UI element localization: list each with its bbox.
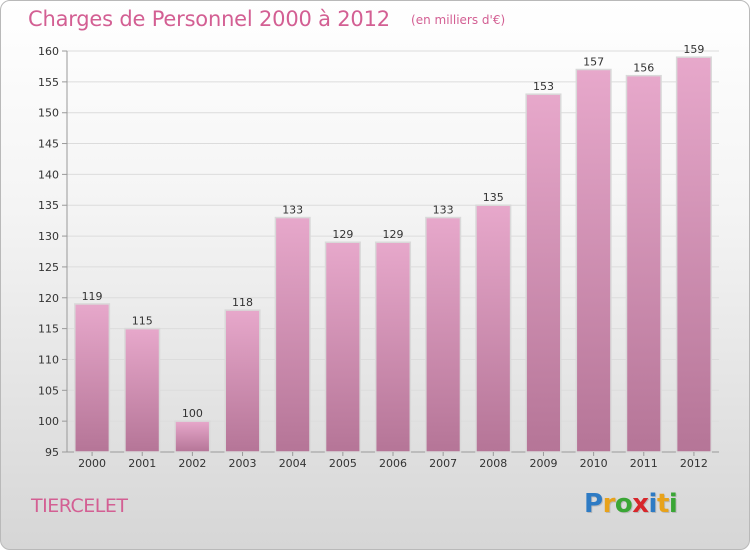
- bar-value-label-2000: 119: [82, 290, 103, 303]
- x-tick-label-2011: 2011: [630, 457, 658, 470]
- x-tick-label-2012: 2012: [680, 457, 708, 470]
- x-tick-label-2003: 2003: [229, 457, 257, 470]
- y-tick-label: 95: [45, 446, 59, 459]
- chart-subtitle: (en milliers d'€): [411, 13, 506, 27]
- bar-value-label-2005: 129: [332, 228, 353, 241]
- chart-title: Charges de Personnel 2000 à 2012: [28, 7, 390, 31]
- bar-value-label-2010: 157: [583, 56, 604, 69]
- bar-value-label-2004: 133: [282, 204, 303, 217]
- y-tick-label: 125: [38, 261, 59, 274]
- y-tick-label: 105: [38, 384, 59, 397]
- x-tick-label-2009: 2009: [529, 457, 557, 470]
- y-tick-label: 140: [38, 168, 59, 181]
- bar-value-label-2007: 133: [433, 204, 454, 217]
- bar-value-label-2008: 135: [483, 191, 504, 204]
- commune-name: TIERCELET: [31, 495, 128, 517]
- logo-letter: P: [584, 489, 603, 519]
- bar-2006: [374, 241, 412, 453]
- x-tick-label-2002: 2002: [178, 457, 206, 470]
- y-tick-label: 120: [38, 292, 59, 305]
- chart-title-row: Charges de Personnel 2000 à 2012 (en mil…: [28, 7, 505, 31]
- bar-2002: [174, 420, 211, 453]
- y-tick-label: 150: [38, 107, 59, 120]
- x-tick-label-2006: 2006: [379, 457, 407, 470]
- bar-2004: [274, 216, 311, 453]
- y-tick-label: 145: [38, 138, 59, 151]
- bar-2009: [525, 93, 562, 453]
- logo-letter: x: [632, 489, 649, 519]
- logo-letter: r: [602, 489, 616, 519]
- x-tick-label-2001: 2001: [128, 457, 156, 470]
- bar-value-label-2002: 100: [182, 407, 203, 420]
- bar-2001: [124, 327, 161, 453]
- y-tick-label: 115: [38, 323, 59, 336]
- bar-value-label-2011: 156: [633, 62, 654, 75]
- x-tick-label-2007: 2007: [429, 457, 457, 470]
- bar-2008: [475, 204, 512, 453]
- y-tick-label: 130: [38, 230, 59, 243]
- bar-value-label-2003: 118: [232, 296, 253, 309]
- proxiti-logo: Proxiti: [584, 489, 678, 519]
- bar-2011: [625, 74, 662, 453]
- bar-value-label-2012: 159: [683, 43, 704, 56]
- y-tick-label: 110: [38, 353, 59, 366]
- x-tick-label-2008: 2008: [479, 457, 507, 470]
- y-tick-label: 155: [38, 76, 59, 89]
- x-tick-label-2004: 2004: [279, 457, 307, 470]
- bar-value-label-2009: 153: [533, 80, 554, 93]
- logo-letter: o: [614, 489, 633, 519]
- bar-2003: [224, 309, 261, 453]
- bar-2000: [74, 303, 111, 453]
- x-tick-label-2010: 2010: [580, 457, 608, 470]
- bar-2012: [675, 56, 712, 453]
- y-tick-label: 135: [38, 199, 59, 212]
- logo-letter: i: [668, 489, 678, 519]
- logo-letter: t: [656, 489, 669, 519]
- bar-value-label-2001: 115: [132, 315, 153, 328]
- bar-value-label-2006: 129: [383, 228, 404, 241]
- bar-2005: [324, 241, 361, 453]
- logo-letter: i: [648, 489, 658, 519]
- bar-2010: [575, 68, 612, 453]
- x-tick-label-2005: 2005: [329, 457, 357, 470]
- x-tick-label-2000: 2000: [78, 457, 106, 470]
- y-tick-label: 160: [38, 45, 59, 58]
- y-tick-label: 100: [38, 415, 59, 428]
- bar-2007: [425, 216, 462, 453]
